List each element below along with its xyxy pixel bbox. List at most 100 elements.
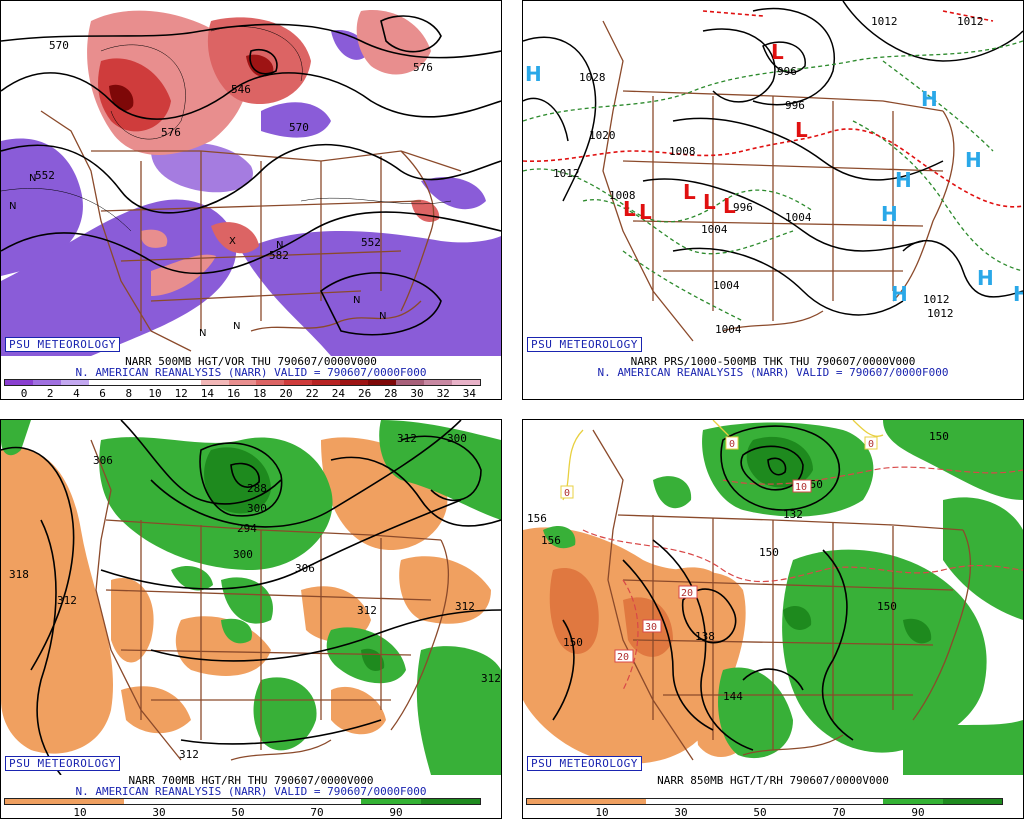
contour-label: 156 [541, 534, 561, 547]
colorbar-swatch [64, 799, 124, 804]
temp-label: 20 [681, 588, 693, 599]
colorbar-swatch [172, 380, 201, 385]
contour-label: 156 [527, 512, 547, 525]
contour-label: 996 [785, 99, 805, 112]
high-pressure-label: H [921, 87, 938, 111]
map-700mb: 306 300 300 288 294 300 306 318 312 312 … [1, 420, 501, 775]
colorbar-tick-label: 50 [753, 806, 767, 819]
colorbar-swatch [883, 799, 943, 804]
contour-label: 144 [723, 690, 743, 703]
panel-subtitle: N. AMERICAN REANALYSIS (NARR) VALID = 79… [75, 366, 427, 379]
colorbar-swatch [242, 799, 302, 804]
colorbar-swatch [228, 380, 257, 385]
contour-label: 576 [161, 126, 181, 139]
panel-pressure-thickness: 1028 1020 1008 1012 1008 996 1004 1012 1… [522, 0, 1024, 400]
low-pressure-label: L [623, 197, 636, 221]
contour-label: 306 [93, 454, 113, 467]
colorbar-tick-label: 20 [279, 387, 293, 400]
colorbar-swatch [368, 380, 397, 385]
low-pressure-label: L [771, 40, 784, 64]
contour-label: 996 [777, 65, 797, 78]
contour-label: 150 [759, 546, 779, 559]
colorbar-swatch [88, 380, 117, 385]
colorbar-swatch [586, 799, 646, 804]
vort-center-label: N [379, 311, 386, 322]
colorbar-swatch [942, 799, 1002, 804]
psu-meteorology-badge: PSU METEOROLOGY [5, 337, 120, 352]
colorbar-tick-label: 34 [462, 387, 477, 400]
colorbar [4, 379, 481, 386]
contour-label: 150 [877, 600, 897, 613]
colorbar-tick-label: 30 [674, 806, 688, 819]
psu-meteorology-badge: PSU METEOROLOGY [527, 756, 642, 771]
vort-center-label: N [199, 328, 206, 339]
temp-label: 20 [617, 652, 629, 663]
contour-label: 300 [447, 432, 467, 445]
low-pressure-label: L [723, 194, 736, 218]
panel-subtitle: N. AMERICAN REANALYSIS (NARR) VALID = 79… [597, 366, 949, 379]
panel-title: NARR PRS/1000-500MB THK THU 790607/0000V… [630, 355, 916, 368]
colorbar-swatch [452, 380, 480, 385]
colorbar-swatch [361, 799, 421, 804]
temp-label: 0 [564, 488, 570, 499]
contour-label: 1020 [589, 129, 616, 142]
colorbar-swatch [144, 380, 173, 385]
colorbar-tick-label: 22 [305, 387, 319, 400]
contour-label: 306 [295, 562, 315, 575]
colorbar [526, 798, 1003, 805]
vort-center-label: N [9, 201, 16, 212]
map-500mb: 570 552 546 582 570 576 576 552 N N N N … [1, 1, 501, 356]
low-pressure-label: L [795, 118, 808, 142]
colorbar-tick-label: 90 [911, 806, 925, 819]
contour-label: 300 [233, 548, 253, 561]
panel-700mb-hgt-rh: 306 300 300 288 294 300 306 318 312 312 … [0, 419, 502, 819]
high-pressure-label: H [881, 202, 898, 226]
contour-label: 582 [269, 249, 289, 262]
contour-label: 312 [481, 672, 501, 685]
colorbar-tick-label: 26 [357, 387, 372, 400]
contour-label: 318 [9, 568, 29, 581]
colorbar-ticks: 0 2 4 6 8 10 12 14 16 18 20 22 24 26 28 30 32 34 [4, 388, 481, 400]
vorticity-map-graphic: 570 552 546 582 570 576 576 552 N N N N … [1, 10, 501, 356]
colorbar-tick-label: 30 [410, 387, 424, 400]
contour-label: 288 [247, 482, 267, 495]
colorbar-swatch [340, 380, 369, 385]
contour-label: 312 [57, 594, 77, 607]
colorbar-tick-label: 70 [310, 806, 324, 819]
temp-label: 0 [868, 439, 874, 450]
colorbar-tick-label: 28 [384, 387, 398, 400]
contour-label: 546 [231, 83, 251, 96]
contour-label: 1004 [701, 223, 728, 236]
panel-subtitle: N. AMERICAN REANALYSIS (NARR) VALID = 79… [75, 785, 427, 798]
colorbar-swatch [183, 799, 243, 804]
high-pressure-label: H [891, 282, 908, 306]
panel-500mb-hgt-vor: 570 552 546 582 570 576 576 552 N N N N … [0, 0, 502, 400]
colorbar-tick-label: 4 [73, 387, 80, 400]
contour-label: 570 [289, 121, 309, 134]
colorbar-tick-label: 2 [46, 387, 54, 400]
panel-title: NARR 850MB HGT/T/RH 790607/0000V000 [657, 774, 889, 787]
high-pressure-label: H [1013, 282, 1023, 306]
psu-meteorology-badge: PSU METEOROLOGY [5, 756, 120, 771]
colorbar-swatch [284, 380, 313, 385]
colorbar-swatch [645, 799, 706, 804]
colorbar-tick-label: 16 [226, 387, 241, 400]
colorbar-tick-label: 70 [832, 806, 846, 819]
map-850mb: 132 150 150 156 150 138 144 150 150 156 … [523, 420, 1023, 775]
contour-label: 1004 [713, 279, 740, 292]
colorbar-tick-label: 0 [20, 387, 28, 400]
colorbar-swatch [527, 799, 587, 804]
vort-center-label: N [276, 240, 283, 251]
contour-label: 1012 [553, 167, 580, 180]
contour-label: 300 [247, 502, 267, 515]
colorbar-swatch [32, 380, 61, 385]
contour-label: 312 [455, 600, 475, 613]
colorbar-tick-label: 8 [125, 387, 133, 400]
contour-label: 132 [783, 508, 803, 521]
colorbar-swatch [705, 799, 765, 804]
colorbar-swatch [396, 380, 425, 385]
colorbar-swatch [424, 380, 452, 385]
contour-label: 1004 [785, 211, 812, 224]
contour-label: 150 [929, 430, 949, 443]
panel-850mb-hgt-t-rh: 132 150 150 156 150 138 144 150 150 156 … [522, 419, 1024, 819]
